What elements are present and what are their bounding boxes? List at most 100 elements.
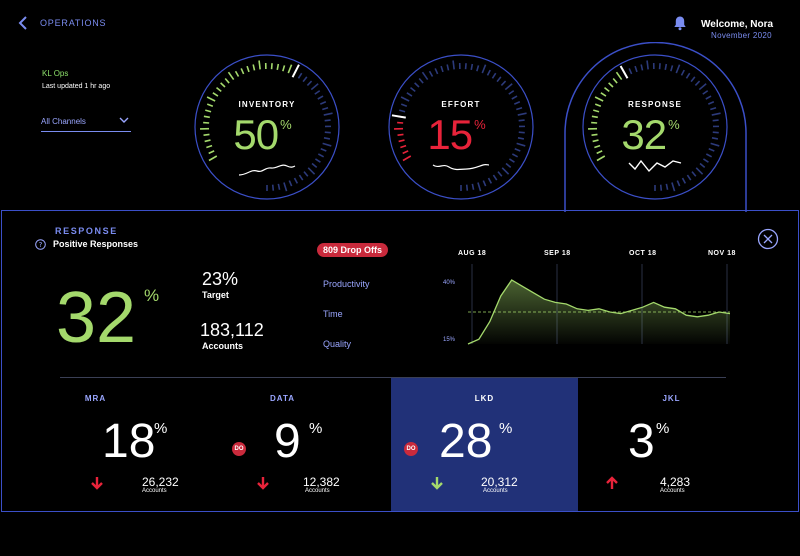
gauge-tick: [593, 109, 600, 113]
gauge-tick: [659, 184, 663, 191]
gauge-tick: [283, 182, 288, 192]
gauge-tick: [323, 137, 331, 140]
gauge-tick: [208, 155, 218, 162]
arrow-down-icon: [257, 477, 269, 490]
accounts-value: 183,112: [200, 320, 264, 340]
gauge-tick: [482, 180, 487, 187]
gauge-tick: [465, 184, 469, 191]
drop-offs-badge[interactable]: 809 Drop Offs: [317, 243, 389, 257]
svg-text:?: ?: [39, 241, 43, 249]
tile-unit: %: [656, 420, 670, 437]
help-icon[interactable]: ?: [35, 239, 46, 250]
tile-value: 18: [102, 415, 156, 468]
panel-big-unit: %: [144, 286, 160, 305]
tile-data[interactable]: DATA DO 9 % 12,382 Accounts: [189, 378, 376, 511]
y-axis-bottom-label: 15%: [443, 337, 456, 343]
gauge-tick: [298, 174, 304, 181]
gauge-tick: [591, 133, 598, 136]
gauge-tick: [410, 87, 416, 92]
gauge-effort[interactable]: EFFORT 15%: [386, 52, 536, 202]
breadcrumb[interactable]: OPERATIONS: [40, 18, 107, 28]
gauge-tick: [400, 144, 407, 149]
gauge-tick: [206, 96, 216, 102]
gauge-ring: [194, 54, 340, 200]
gauge-tick: [686, 174, 692, 181]
tile-accounts-label: Accounts: [483, 488, 508, 494]
close-icon[interactable]: [757, 228, 779, 250]
gauge-tick: [421, 71, 429, 81]
gauge-tick: [594, 96, 604, 102]
gauge-tick: [698, 83, 707, 91]
tile-jkl[interactable]: JKL 3 % 4,283 Accounts: [578, 378, 765, 511]
gauge-tick: [212, 92, 219, 97]
gauge-tick: [400, 103, 408, 108]
gauge-tick: [288, 180, 293, 187]
gauge-ring: [388, 54, 534, 200]
tile-accounts-label: Accounts: [305, 488, 330, 494]
gauge-value: 32%: [580, 111, 720, 159]
gauge-tick: [470, 63, 474, 71]
metric-quality[interactable]: Quality: [323, 339, 352, 349]
gauge-tick: [208, 150, 215, 155]
gauge-tick: [322, 106, 329, 111]
gauge-tick: [205, 109, 212, 113]
panel-big-value: 32: [56, 278, 137, 358]
gauge-tick: [481, 64, 487, 74]
back-chevron-icon[interactable]: [16, 15, 32, 31]
gauge-value-unit: %: [280, 117, 292, 132]
month-label: NOV 18: [708, 250, 736, 257]
metric-time[interactable]: Time: [323, 309, 343, 319]
metric-productivity[interactable]: Productivity: [323, 279, 370, 289]
gauge-response[interactable]: RESPONSE 32%: [580, 52, 730, 202]
gauge-tick: [227, 71, 235, 81]
gauge-value-number: 32: [621, 111, 667, 158]
gauge-tick: [216, 87, 222, 92]
gauge-tick: [452, 60, 455, 70]
gauge-tick: [314, 90, 321, 95]
gauge-response-dial: [582, 54, 728, 200]
gauge-tick: [594, 144, 601, 149]
gauge-value-number: 50: [233, 111, 279, 158]
gauge-tick: [671, 182, 676, 192]
bell-icon[interactable]: [672, 15, 688, 31]
gauge-tick: [681, 177, 687, 184]
gauge-tick: [204, 139, 211, 143]
gauge-tick: [276, 63, 280, 71]
gauge-tick: [402, 150, 409, 155]
gauge-tick: [297, 72, 303, 79]
gauge-indicator: [391, 114, 406, 119]
gauge-tick: [282, 65, 286, 72]
gauge-tick: [224, 77, 230, 84]
gauge-tick: [594, 103, 602, 108]
gauge-tick: [691, 171, 697, 177]
gauge-tick: [516, 142, 526, 147]
gauge-tick: [440, 65, 444, 73]
tile-name: DATA: [269, 394, 296, 403]
gauge-tick: [418, 77, 424, 84]
arrow-up-icon: [606, 476, 618, 489]
gauge-tick: [504, 83, 513, 91]
selected-gauge-tab-outline: [564, 42, 747, 212]
gauge-tick: [491, 72, 497, 79]
gauge-tick: [615, 71, 623, 81]
gauge-value: 15%: [386, 111, 526, 159]
tile-lkd[interactable]: LKD DO 28 % 20,312 Accounts: [391, 378, 578, 511]
gauge-tick: [497, 171, 503, 177]
gauge-tick: [446, 64, 450, 71]
channel-select[interactable]: All Channels: [41, 112, 131, 132]
gauge-tick: [712, 131, 719, 134]
tile-mra[interactable]: MRA 18 % 26,232 Accounts: [2, 378, 189, 511]
gauge-tick: [664, 63, 668, 71]
gauge-sparkline: [238, 164, 296, 176]
gauge-tick: [317, 153, 325, 158]
tile-count: 4,283: [660, 475, 691, 489]
gauge-tick: [511, 153, 519, 158]
gauge-tick: [695, 167, 704, 175]
gauge-tick: [398, 139, 405, 143]
gauge-inventory[interactable]: INVENTORY 50%: [192, 52, 342, 202]
gauge-title: EFFORT: [441, 100, 481, 109]
tile-unit: %: [309, 420, 323, 437]
gauge-tick: [517, 112, 527, 116]
gauge-tick: [646, 60, 649, 70]
gauge-tick: [220, 82, 226, 88]
